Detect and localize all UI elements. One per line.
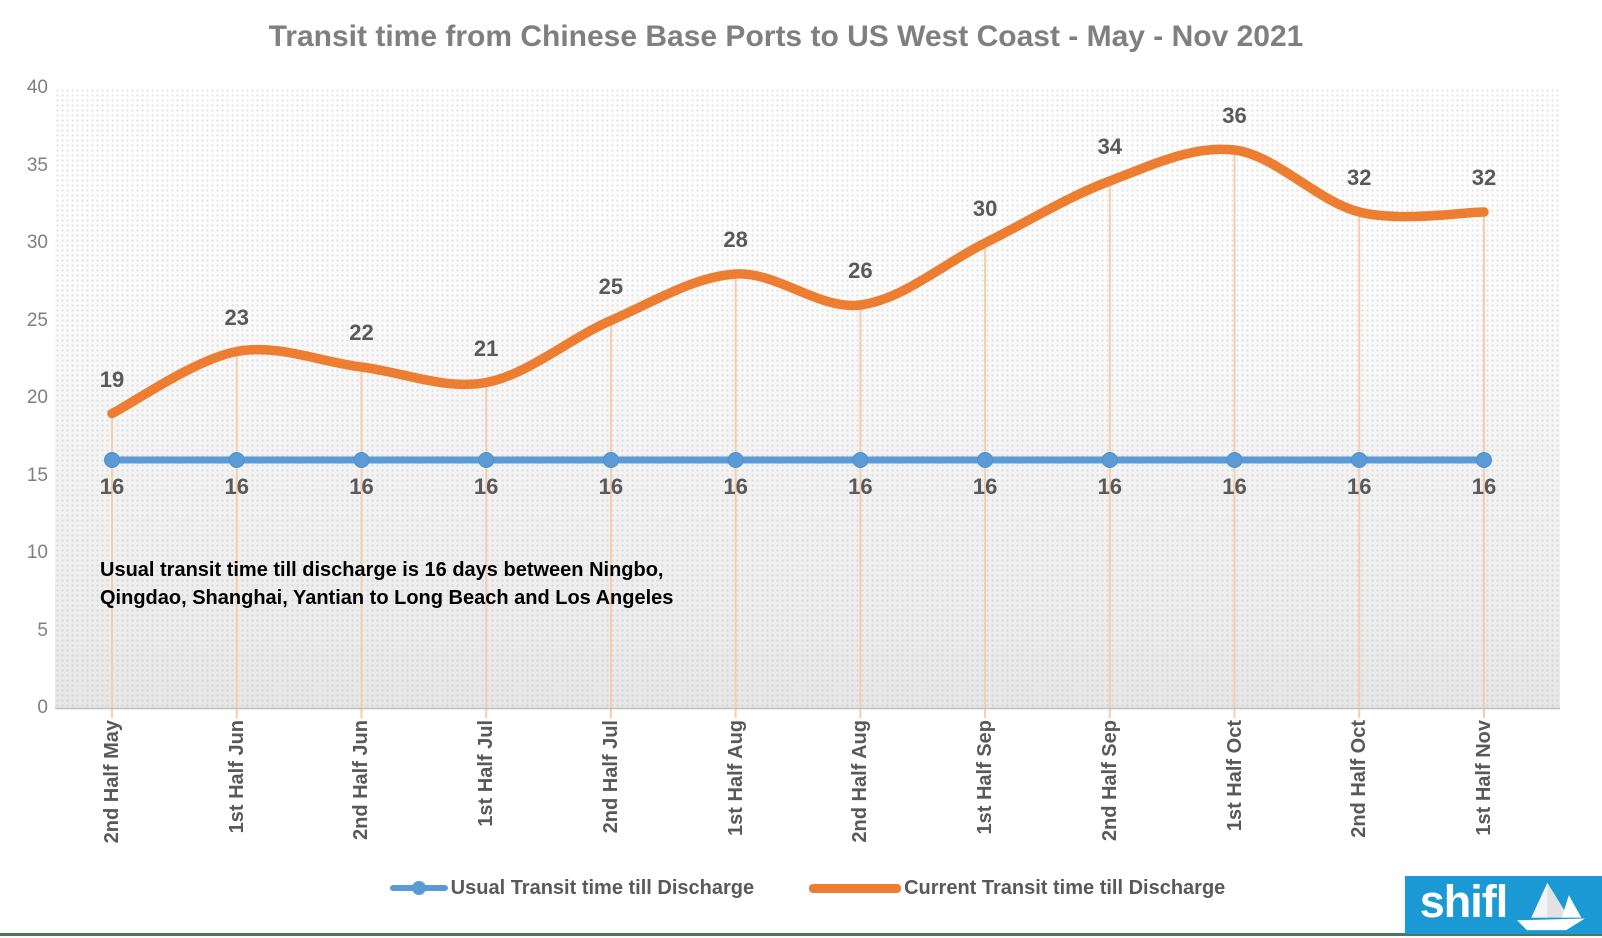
legend-item-usual: Usual Transit time till Discharge — [389, 876, 755, 900]
x-axis-label: 1st Half Jun — [225, 720, 248, 834]
current-value-label: 19 — [99, 366, 125, 392]
annotation-line-2: Qingdao, Shanghai, Yantian to Long Beach… — [100, 587, 674, 609]
chart-title: Transit time from Chinese Base Ports to … — [268, 20, 1304, 53]
shifl-logo: shifl — [1405, 876, 1602, 934]
current-value-label: 32 — [1471, 165, 1497, 190]
usual-value-label: 16 — [349, 474, 374, 499]
usual-value-label: 16 — [1222, 474, 1247, 499]
y-axis-tick-label: 10 — [26, 542, 48, 563]
x-axis-label: 2nd Half Jul — [599, 720, 622, 834]
usual-value-label: 16 — [224, 474, 249, 499]
legend-label-usual: Usual Transit time till Discharge — [450, 876, 755, 899]
usual-value-label: 16 — [598, 474, 624, 499]
usual-series-marker — [727, 452, 744, 468]
usual-series-marker — [104, 452, 120, 468]
y-axis-tick-label: 20 — [26, 387, 48, 408]
legend-label-current: Current Transit time till Discharge — [904, 876, 1226, 899]
y-axis-tick-label: 15 — [26, 464, 48, 486]
legend: Usual Transit time till Discharge Curren… — [55, 872, 1560, 904]
current-value-label: 34 — [1097, 134, 1123, 159]
x-axis-label: 2nd Half May — [101, 720, 123, 844]
usual-series-marker — [1351, 452, 1368, 468]
y-axis-tick-label: 25 — [26, 309, 48, 331]
x-axis-label: 1st Half Aug — [724, 720, 747, 836]
current-value-label: 36 — [1222, 103, 1247, 128]
current-series-legend-marker — [809, 883, 902, 893]
y-axis-tick-label: 0 — [37, 697, 48, 718]
usual-series-marker — [1101, 452, 1118, 468]
usual-value-label: 16 — [1097, 474, 1123, 499]
x-axis-label: 1st Half Oct — [1223, 720, 1246, 832]
usual-value-label: 16 — [1347, 474, 1372, 499]
x-axis-label: 2nd Half Oct — [1348, 720, 1371, 838]
usual-series-marker — [353, 452, 370, 468]
x-axis-label: 1st Half Nov — [1473, 720, 1495, 836]
usual-value-label: 16 — [1471, 474, 1497, 499]
usual-series-marker — [602, 452, 619, 468]
usual-value-label: 16 — [848, 474, 873, 499]
usual-series-marker — [977, 452, 994, 468]
usual-series-marker — [228, 452, 245, 468]
y-axis-tick-label: 40 — [26, 77, 48, 98]
usual-series-marker — [478, 452, 495, 468]
x-axis-label: 1st Half Jul — [475, 720, 498, 827]
usual-series-marker — [852, 452, 869, 468]
current-value-label: 21 — [473, 335, 499, 361]
usual-value-label: 16 — [473, 474, 499, 499]
x-axis-label: 1st Half Sep — [974, 720, 997, 835]
usual-value-label: 16 — [99, 474, 125, 499]
annotation-text: Usual transit time till discharge is 16 … — [100, 556, 673, 612]
footer-rule — [0, 933, 1602, 936]
x-axis-label: 2nd Half Sep — [1098, 720, 1121, 842]
current-series-line — [107, 144, 1489, 419]
usual-value-label: 16 — [723, 474, 748, 499]
current-value-label: 23 — [224, 304, 249, 330]
logo-text: shifl — [1419, 876, 1509, 927]
current-value-label: 25 — [598, 273, 624, 299]
usual-series-marker — [1476, 452, 1492, 468]
legend-item-current: Current Transit time till Discharge — [809, 877, 1225, 900]
usual-value-label: 16 — [972, 474, 998, 499]
y-axis-tick-label: 5 — [37, 619, 48, 641]
x-axis-label: 2nd Half Jun — [350, 720, 373, 841]
current-value-label: 32 — [1347, 165, 1372, 190]
current-value-label: 28 — [723, 227, 748, 252]
current-value-label: 26 — [848, 258, 873, 283]
current-value-label: 22 — [349, 320, 374, 345]
usual-series-legend-marker — [389, 881, 448, 895]
usual-series-marker — [1226, 452, 1243, 468]
y-axis-tick-label: 35 — [26, 154, 48, 176]
current-value-label: 30 — [972, 196, 998, 221]
x-axis-label: 2nd Half Aug — [849, 720, 872, 843]
paper-boat-icon — [1517, 882, 1586, 931]
y-axis-tick-label: 30 — [26, 232, 48, 253]
annotation-line-1: Usual transit time till discharge is 16 … — [100, 559, 664, 581]
legend-marker-dot — [411, 881, 426, 895]
